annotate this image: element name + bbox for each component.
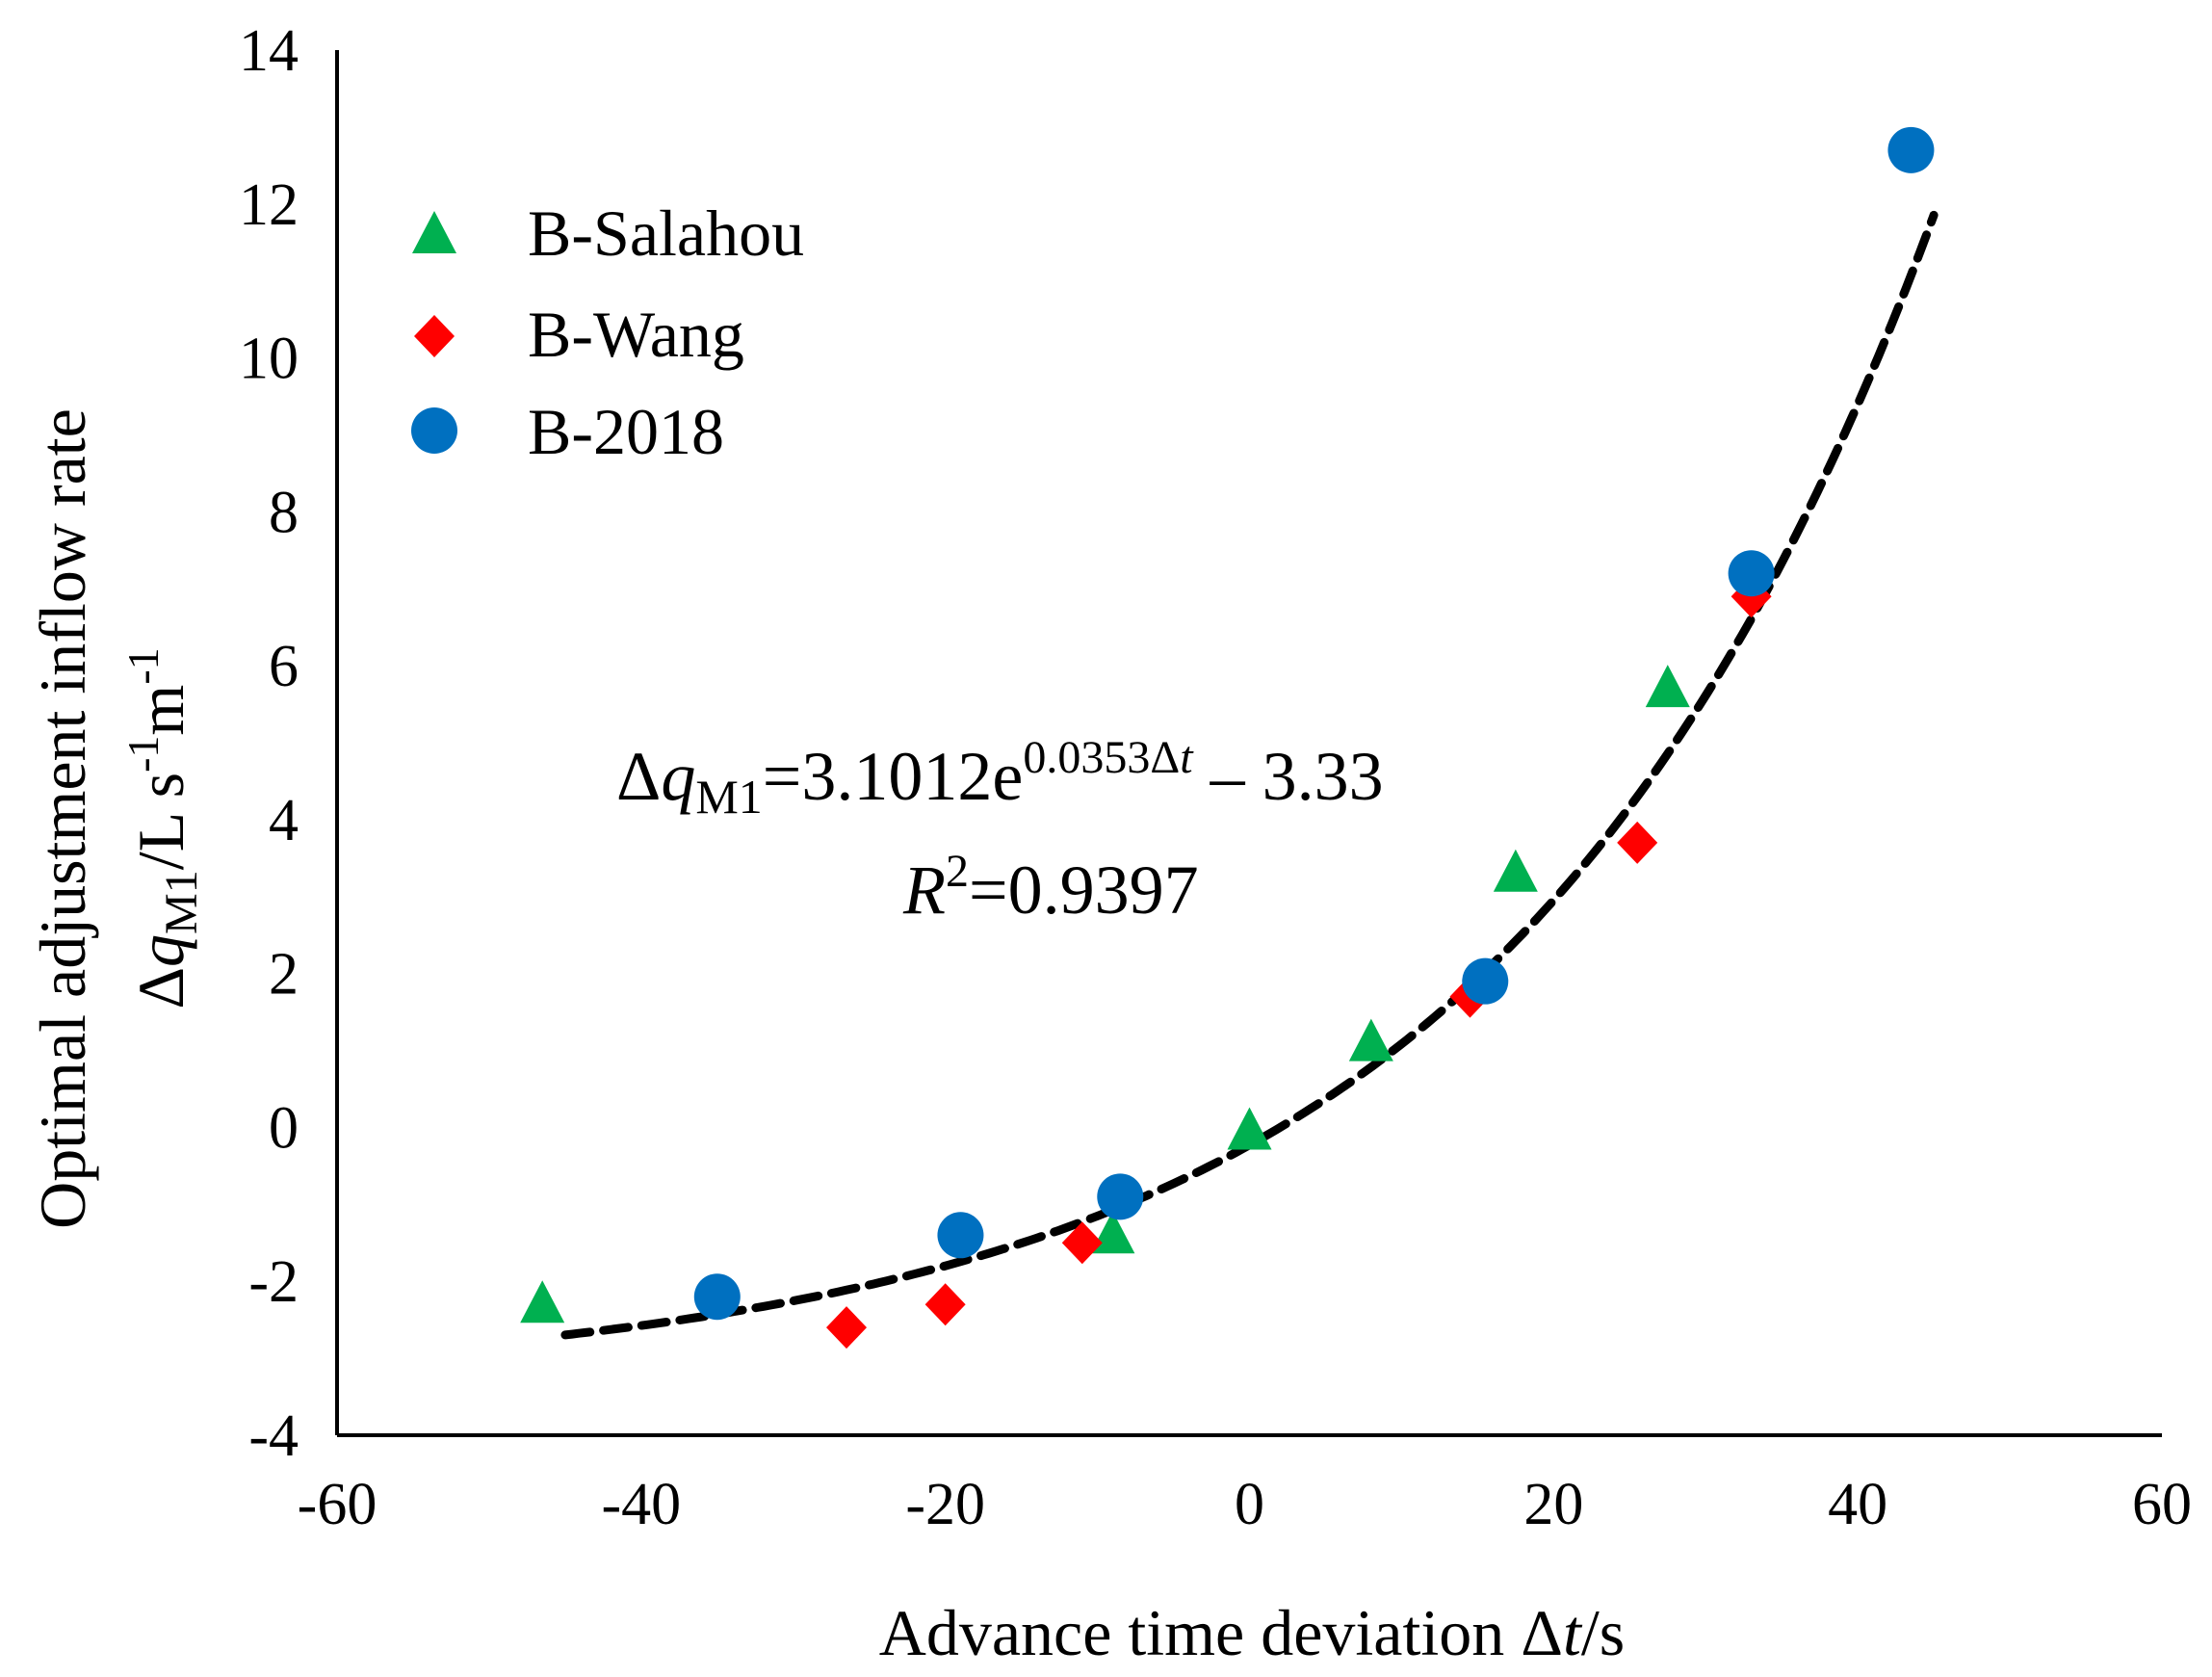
data-point-b-salahou xyxy=(1348,1018,1393,1061)
data-point-b-salahou xyxy=(1493,849,1538,892)
y-tick-label: -2 xyxy=(248,1249,299,1315)
x-tick-label: 0 xyxy=(1235,1472,1264,1537)
x-tick-label: -20 xyxy=(905,1472,985,1537)
legend-label-b-2018: B-2018 xyxy=(528,395,724,468)
legend-label-b-salahou: B-Salahou xyxy=(528,197,804,270)
x-axis-title: Advance time deviation Δt/s xyxy=(879,1596,1626,1669)
legend-marker-b-2018 xyxy=(411,407,457,454)
data-point-b-2018 xyxy=(693,1273,741,1321)
x-tick-label: -40 xyxy=(602,1472,682,1537)
y-axis-title-line2: ΔqM1/L s-1m-1 xyxy=(118,647,207,1009)
y-axis-title-line1: Optimal adjustment inflow rate xyxy=(26,408,99,1229)
x-tick-label: 60 xyxy=(2132,1472,2192,1537)
data-point-b-salahou xyxy=(520,1280,565,1323)
legend-marker-b-salahou xyxy=(412,211,456,253)
data-point-b-salahou xyxy=(1227,1107,1272,1150)
data-point-b-2018 xyxy=(1887,126,1935,173)
fit-equation: ΔqM1=3.1012e0.0353Δt – 3.33 xyxy=(616,732,1384,824)
y-tick-label: 0 xyxy=(269,1095,299,1161)
data-point-b-2018 xyxy=(1462,957,1509,1005)
x-tick-label: -60 xyxy=(298,1472,377,1537)
x-tick-label: 40 xyxy=(1828,1472,1887,1537)
data-point-b-wang xyxy=(1617,821,1658,864)
y-tick-label: 10 xyxy=(239,327,299,392)
data-point-b-wang xyxy=(826,1306,868,1349)
y-tick-label: 4 xyxy=(269,788,299,853)
data-point-b-2018 xyxy=(1728,550,1775,597)
data-point-b-2018 xyxy=(1097,1173,1144,1220)
y-tick-label: 14 xyxy=(239,18,299,84)
legend-marker-b-wang xyxy=(414,315,455,357)
data-point-b-salahou xyxy=(1645,665,1690,708)
data-point-b-wang xyxy=(924,1283,966,1326)
y-tick-label: 12 xyxy=(239,172,299,238)
fit-r2: R2=0.9397 xyxy=(902,846,1199,929)
data-point-b-wang xyxy=(1061,1221,1103,1265)
x-tick-label: 20 xyxy=(1523,1472,1583,1537)
y-tick-label: 2 xyxy=(269,942,299,1008)
data-point-b-2018 xyxy=(937,1212,984,1259)
y-tick-label: 8 xyxy=(269,480,299,545)
legend: B-Salahou B-Wang B-2018 xyxy=(411,197,804,468)
y-tick-label: 6 xyxy=(269,634,299,699)
points-layer xyxy=(520,126,1935,1349)
legend-label-b-wang: B-Wang xyxy=(528,298,744,371)
y-tick-label: -4 xyxy=(248,1403,299,1469)
